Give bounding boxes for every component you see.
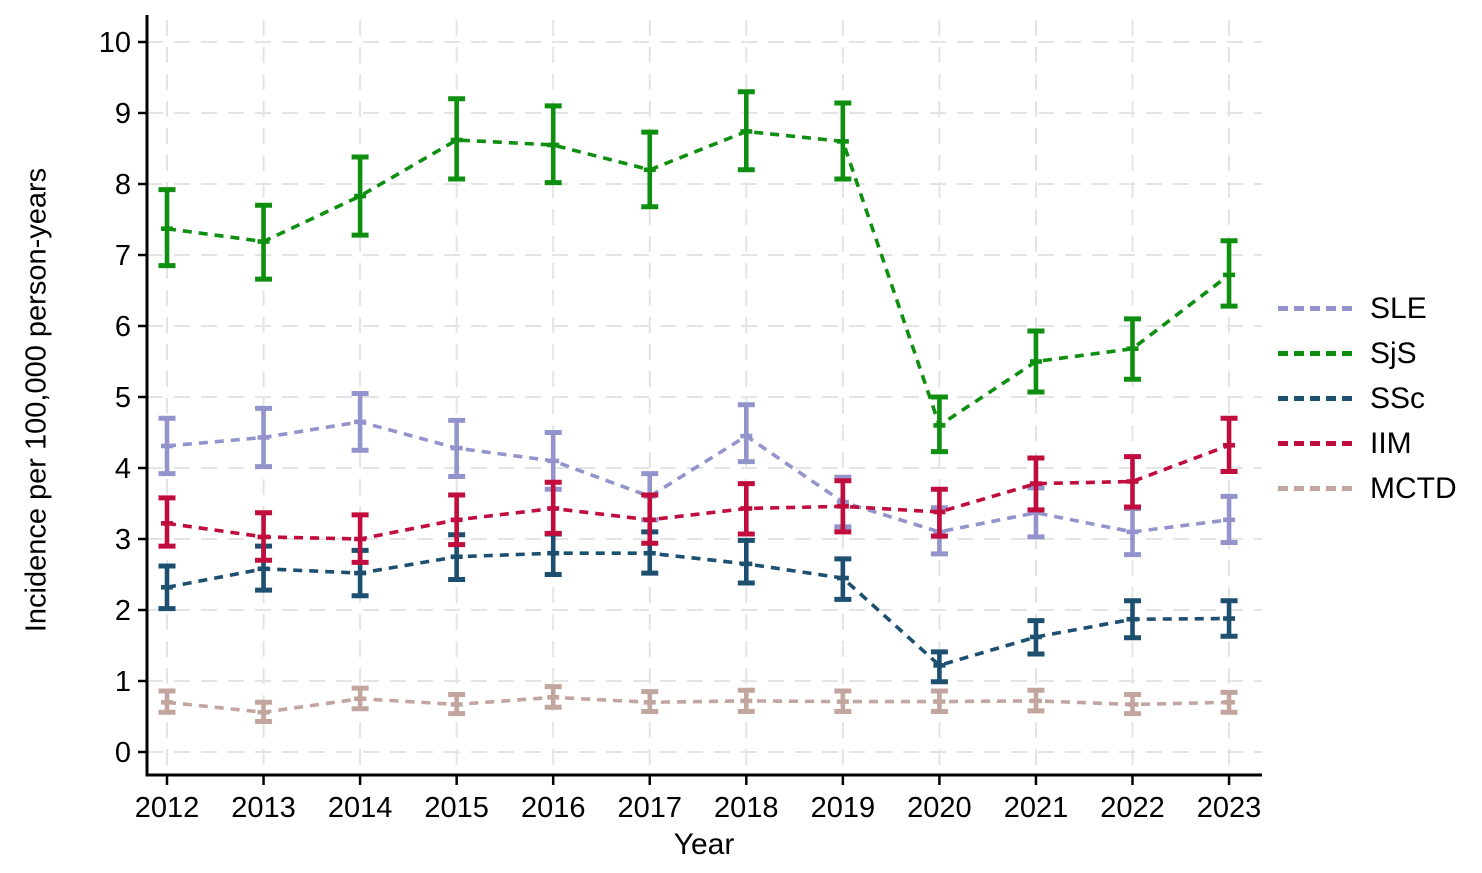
x-tick-label: 2018 — [714, 792, 779, 824]
legend-label-sjs: SjS — [1370, 336, 1417, 370]
legend-label-sle: SLE — [1370, 291, 1427, 325]
y-tick-label: 5 — [115, 382, 131, 414]
legend-label-ssc: SSc — [1370, 381, 1426, 415]
y-tick-label: 2 — [115, 595, 131, 627]
y-tick-label: 6 — [115, 311, 131, 343]
series-SLE — [158, 390, 1238, 558]
series-line-SjS — [166, 129, 1231, 429]
x-tick-label: 2012 — [135, 792, 200, 824]
x-tick-label: 2023 — [1197, 792, 1262, 824]
legend-line-sample-iim — [1278, 441, 1352, 446]
legend-label-iim: IIM — [1370, 426, 1412, 460]
legend-item-sjs: SjS — [1278, 331, 1457, 376]
x-axis-title: Year — [673, 828, 735, 861]
y-tick-label: 1 — [115, 666, 131, 698]
series-line-SSc — [166, 551, 1230, 668]
x-tick-label: 2015 — [424, 792, 489, 824]
y-tick-label: 7 — [115, 240, 131, 272]
legend-item-iim: IIM — [1278, 421, 1457, 466]
x-tick-label: 2019 — [811, 792, 876, 824]
series-line-IIM — [166, 443, 1230, 541]
x-tick-label: 2021 — [1004, 792, 1069, 824]
legend-item-ssc: SSc — [1278, 376, 1457, 421]
series-line-SLE — [166, 420, 1230, 534]
legend-label-mctd: MCTD — [1370, 471, 1457, 505]
legend-line-sample-sjs — [1278, 351, 1352, 356]
series-MCTD — [158, 684, 1238, 724]
x-tick-label: 2016 — [521, 792, 586, 824]
series-line-MCTD — [166, 695, 1230, 715]
series-SjS — [158, 89, 1238, 455]
x-tick-label: 2017 — [617, 792, 682, 824]
y-tick-label: 4 — [115, 453, 131, 485]
legend-line-sample-mctd — [1278, 486, 1352, 491]
x-tick-label: 2020 — [907, 792, 972, 824]
y-tick-label: 10 — [99, 27, 131, 59]
legend-line-sample-sle — [1278, 306, 1352, 311]
legend-line-sample-ssc — [1278, 396, 1352, 401]
legend-item-mctd: MCTD — [1278, 466, 1457, 511]
x-tick-label: 2013 — [231, 792, 296, 824]
legend: SLE SjS SSc IIM MCTD — [1278, 286, 1457, 511]
y-tick-label: 0 — [115, 737, 131, 769]
y-tick-label: 9 — [115, 98, 131, 130]
y-tick-label: 8 — [115, 169, 131, 201]
legend-item-sle: SLE — [1278, 286, 1457, 331]
x-tick-label: 2022 — [1100, 792, 1165, 824]
y-axis-title: Incidence per 100,000 person-years — [20, 167, 53, 633]
series-IIM — [158, 415, 1238, 565]
series-SSc — [158, 529, 1238, 685]
y-tick-label: 3 — [115, 524, 131, 556]
x-tick-label: 2014 — [328, 792, 393, 824]
